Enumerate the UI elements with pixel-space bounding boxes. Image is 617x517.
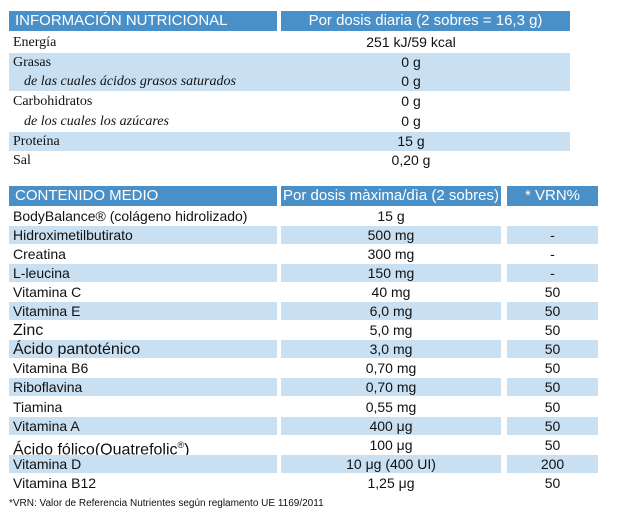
content-row-vrn: 50: [544, 360, 561, 376]
content-row-label: Vitamina C: [13, 284, 82, 300]
content-row-vrn: 50: [544, 437, 561, 453]
nutrition-row-label: Sal: [13, 153, 31, 168]
content-row-vrn: 50: [544, 379, 561, 395]
content-row-value: 0,70 mg: [365, 360, 417, 376]
footnote: *VRN: Valor de Referencia Nutrientes seg…: [9, 498, 324, 509]
content-row-label: Riboflavina: [13, 379, 83, 395]
nutrition-row-band: [9, 53, 570, 72]
content-row-band: [9, 340, 277, 358]
nutrition-row-label: Carbohidratos: [13, 94, 93, 109]
content-row-band: [9, 378, 277, 396]
content-row-value: 0,55 mg: [365, 399, 417, 415]
content-row-value: 15 g: [377, 208, 405, 224]
content-row-label: L-leucina: [13, 265, 70, 281]
content-row-label: Vitamina B6: [13, 360, 89, 376]
content-row-band: [9, 302, 277, 320]
content-row-vrn: 50: [544, 303, 561, 319]
content-row-vrn: 50: [544, 341, 561, 357]
content-row-value: 3,0 mg: [369, 341, 413, 357]
nutrition-row-band: [9, 132, 570, 151]
content-row-band: [281, 378, 501, 396]
content-row-value: 400 μg: [369, 418, 413, 434]
content-row-band: [281, 340, 501, 358]
content-row-band: [9, 455, 277, 473]
content-row-label: Vitamina B12: [13, 475, 97, 491]
content-row-label: Vitamina D: [13, 456, 82, 472]
nutrition-row-label: de los cuales los azúcares: [24, 114, 169, 129]
nutrition-row-value: 0 g: [401, 54, 421, 70]
content-row-value: 300 mg: [367, 246, 415, 262]
content-row-label: Creatina: [13, 246, 66, 262]
content-row-value: 500 mg: [367, 227, 415, 243]
content-row-label: Ácido pantoténico: [13, 341, 141, 358]
nutrition-row-label: Grasas: [13, 55, 52, 70]
content-header-mid: Por dosis màxima/dìa (2 sobres): [281, 186, 501, 206]
content-row-band: [281, 417, 501, 435]
content-row-band: [9, 417, 277, 435]
content-row-band: [507, 264, 598, 282]
content-row-band: [9, 226, 277, 244]
content-row-value: 150 mg: [367, 265, 415, 281]
content-row-vrn: 50: [544, 418, 561, 434]
nutrition-row-value: 0,20 g: [391, 152, 431, 168]
nutrition-row-label: Proteína: [13, 134, 60, 149]
content-row-band: [507, 417, 598, 435]
nutrition-row-value: 251 kJ/59 kcal: [366, 34, 456, 50]
content-row-value: 10 μg (400 UI): [346, 456, 436, 472]
content-row-label: Hidroximetilbutirato: [13, 227, 133, 243]
content-row-vrn: 50: [544, 322, 561, 338]
content-row-vrn: 50: [544, 399, 561, 415]
content-row-band: [507, 340, 598, 358]
content-row-band: [507, 226, 598, 244]
content-row-label: Vitamina E: [13, 303, 81, 319]
content-row-vrn: -: [550, 246, 555, 262]
nutrition-row-value: 0 g: [401, 113, 421, 129]
content-row-value: 6,0 mg: [369, 303, 413, 319]
content-row-label: Ácido fólico(Quatrefolic®): [13, 440, 190, 459]
content-row-value: 40 mg: [371, 284, 411, 300]
content-row-band: [9, 264, 277, 282]
content-header-left: CONTENIDO MEDIO: [9, 186, 277, 206]
content-row-value: 1,25 μg: [367, 475, 415, 491]
content-row-value: 0,70 mg: [365, 379, 417, 395]
nutrition-row-value: 0 g: [401, 73, 421, 89]
content-row-band: [507, 455, 598, 473]
content-row-value: 100 μg: [369, 437, 413, 453]
nutrition-row-label: de las cuales ácidos grasos saturados: [24, 74, 236, 89]
content-row-vrn: 200: [540, 456, 565, 472]
nutrition-row-value: 0 g: [401, 93, 421, 109]
content-row-label: Zinc: [13, 322, 44, 339]
content-row-vrn: 50: [544, 284, 561, 300]
content-row-vrn: -: [550, 265, 555, 281]
content-row-label: Tiamina: [13, 399, 63, 415]
content-row-label: Vitamina A: [13, 418, 80, 434]
content-row-label: BodyBalance® (colágeno hidrolizado): [13, 208, 248, 224]
content-row-value: 5,0 mg: [369, 322, 413, 338]
nutrition-header-left: INFORMACIÓN NUTRICIONAL: [9, 11, 277, 31]
content-header-vrn: * VRN%: [507, 186, 598, 206]
content-row-band: [281, 455, 501, 473]
content-row-band: [281, 226, 501, 244]
nutrition-row-value: 15 g: [397, 133, 425, 149]
content-row-band: [507, 302, 598, 320]
content-row-band: [281, 264, 501, 282]
nutrition-row-band: [9, 72, 570, 91]
nutrition-row-label: Energía: [13, 35, 57, 50]
content-row-band: [281, 302, 501, 320]
content-row-band: [507, 378, 598, 396]
nutrition-header-right: Por dosis diaria (2 sobres = 16,3 g): [281, 11, 570, 31]
content-row-vrn: -: [550, 227, 555, 243]
content-row-vrn: 50: [544, 475, 561, 491]
